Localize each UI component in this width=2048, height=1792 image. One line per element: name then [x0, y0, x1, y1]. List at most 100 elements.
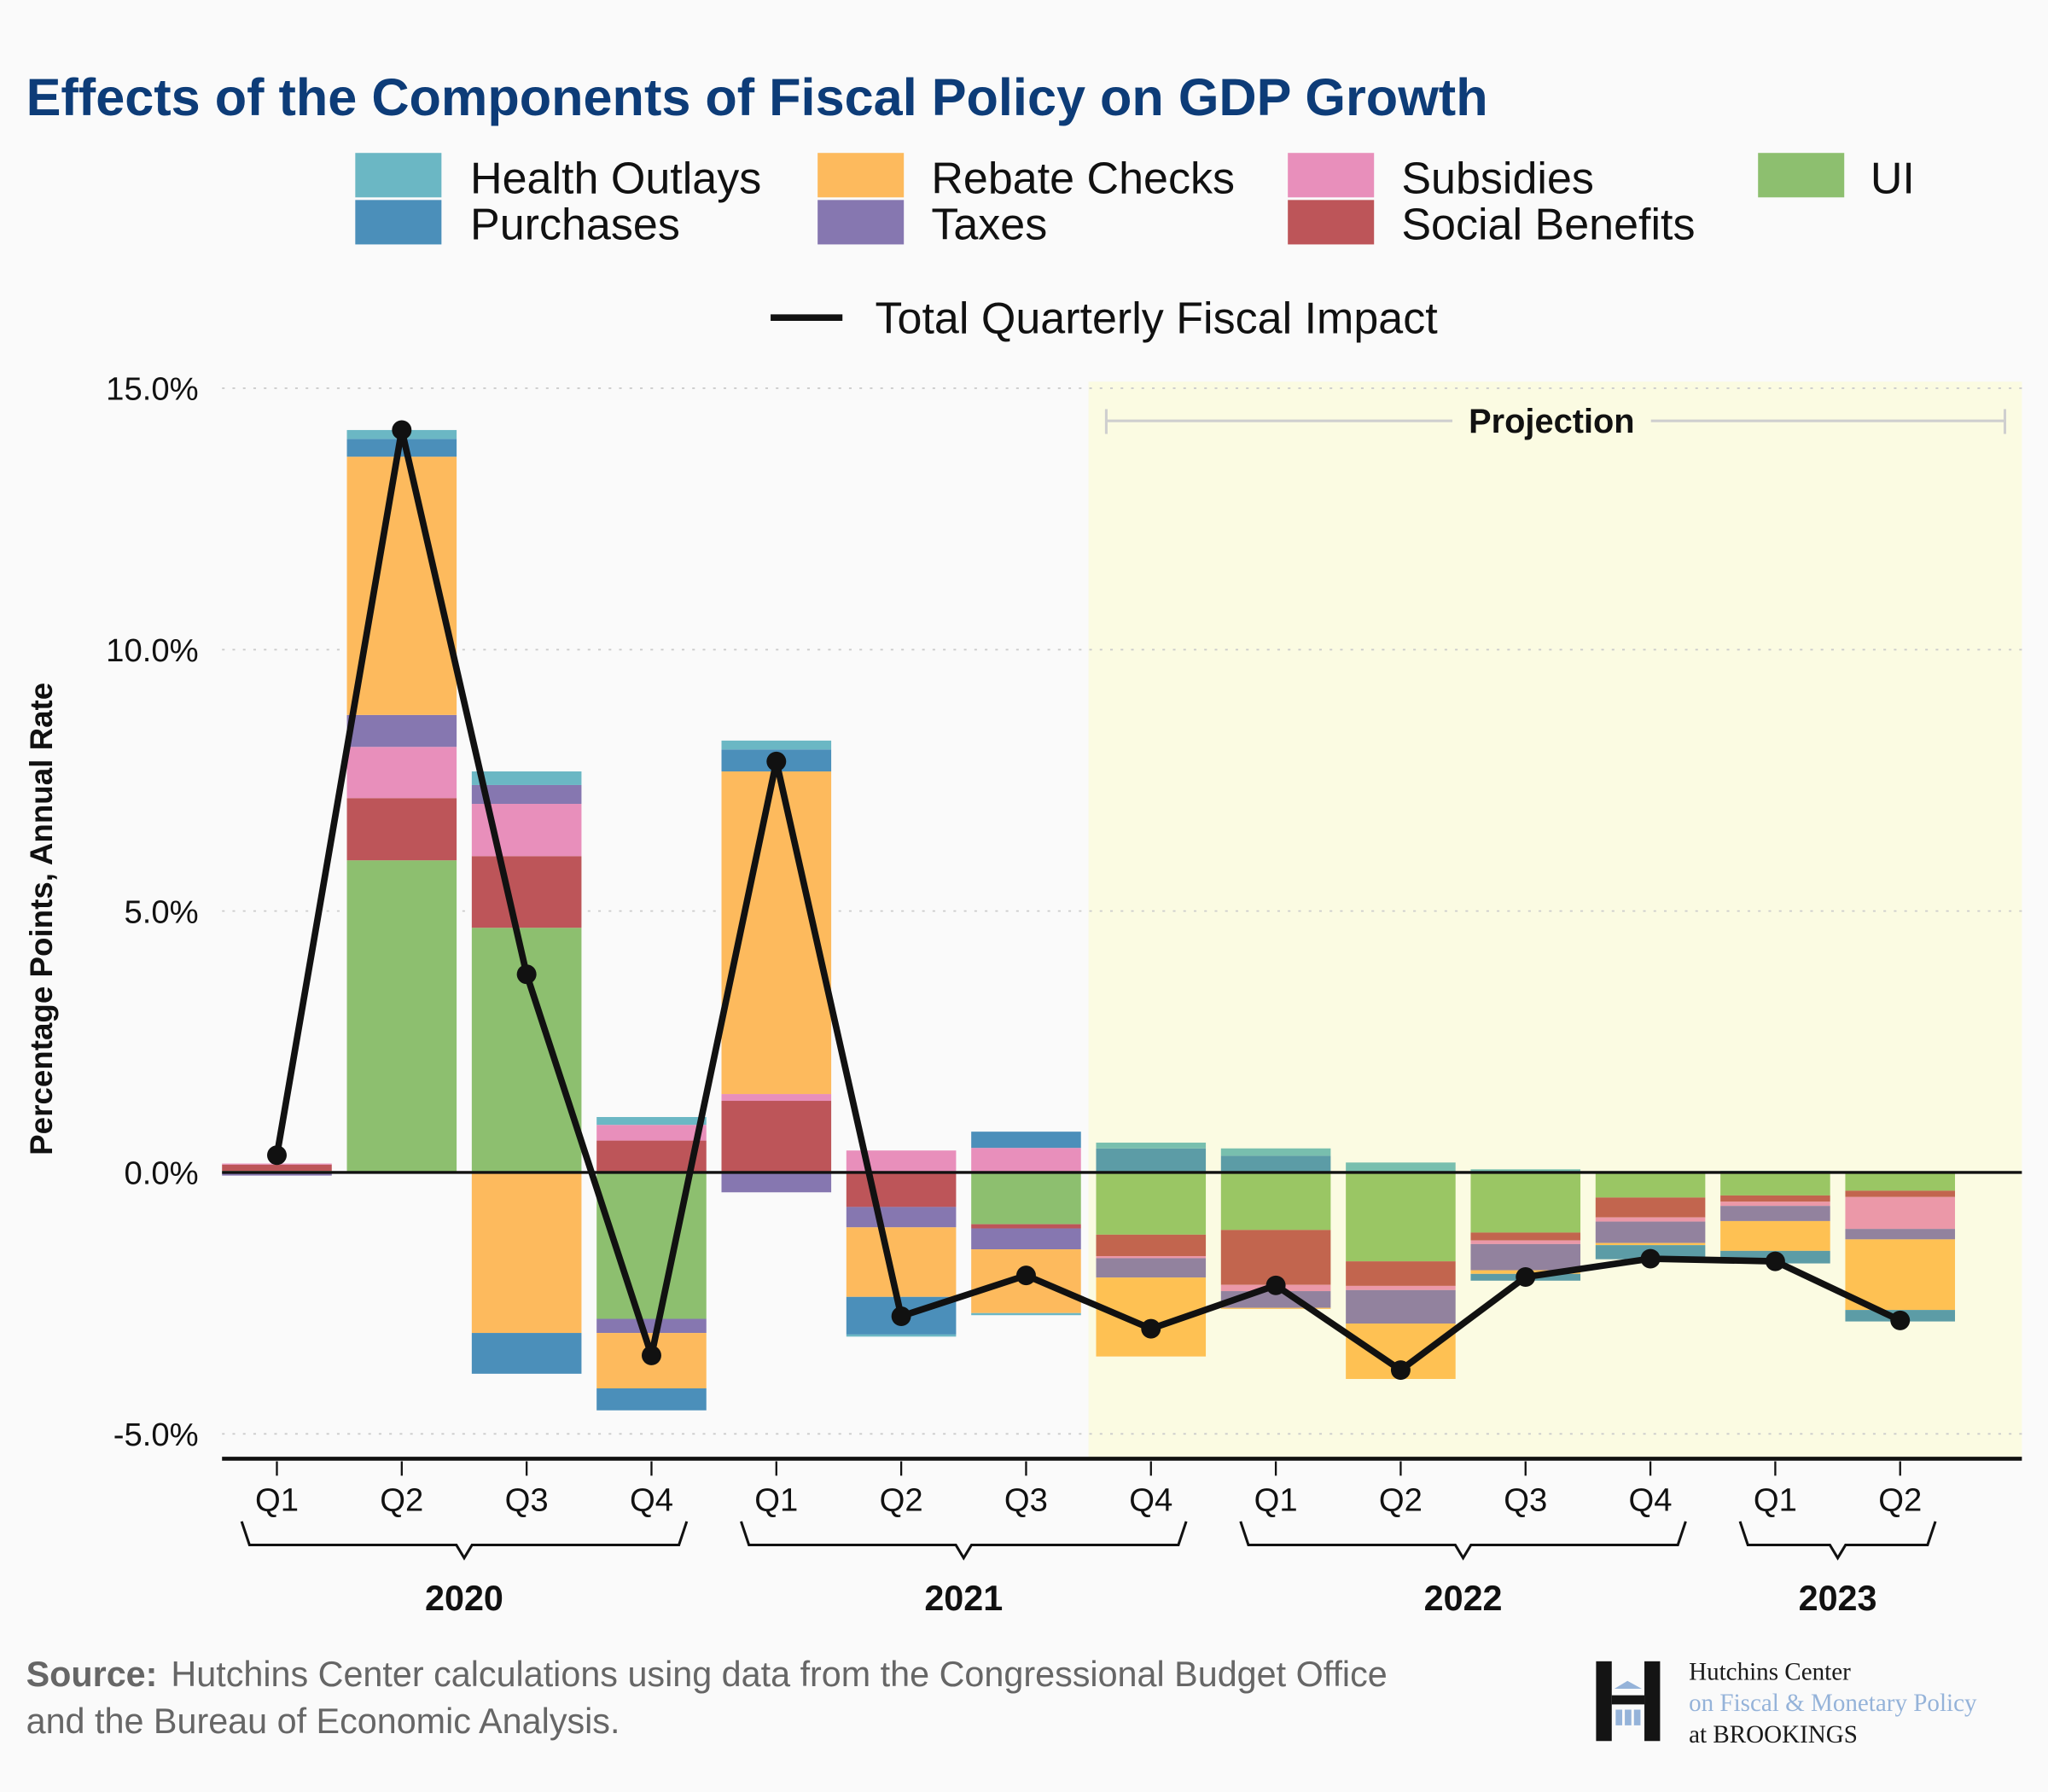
bar-segment-ui: [971, 1172, 1081, 1225]
bar-segment-taxes: [222, 1172, 332, 1176]
y-tick-label: 15.0%: [106, 371, 198, 408]
x-tick-label: Q3: [1004, 1482, 1048, 1519]
total-impact-point: [1265, 1275, 1286, 1295]
bar-segment-health-outlays: [596, 1117, 707, 1126]
logo-brookings: BROOKINGS: [1713, 1721, 1858, 1748]
source-label: Source:: [26, 1655, 158, 1694]
bar-segment-rebate-checks: [1220, 1307, 1331, 1309]
bar-segment-social-benefits: [721, 1101, 832, 1172]
source-line-2: and the Bureau of Economic Analysis.: [26, 1702, 620, 1741]
x-tick-label: Q3: [1504, 1482, 1547, 1519]
bar-segment-social-benefits: [1096, 1234, 1207, 1256]
x-tick-label: Q2: [1878, 1482, 1922, 1519]
bar-segment-taxes: [1595, 1221, 1706, 1243]
bar-stack: [971, 1132, 1081, 1316]
bar-segment-subsidies: [1096, 1255, 1207, 1259]
bar-segment-ui: [1470, 1172, 1581, 1233]
bar-segment-taxes: [846, 1207, 957, 1228]
bar-segment-health-outlays: [1096, 1143, 1207, 1149]
x-tick-label: Q1: [1754, 1482, 1797, 1519]
legend-swatch-health-outlays: [355, 153, 442, 198]
y-axis-label: Percentage Points, Annual Rate: [24, 683, 59, 1155]
bar-segment-rebate-checks: [1720, 1220, 1830, 1251]
bar-segment-taxes: [1346, 1289, 1456, 1324]
bar-segment-social-benefits: [1470, 1232, 1581, 1241]
total-impact-point: [1640, 1248, 1661, 1269]
bar-segment-subsidies: [1720, 1201, 1830, 1207]
bar-segment-taxes: [1720, 1206, 1830, 1221]
bar-stack: [1845, 1172, 1956, 1322]
logo-line-2: on Fiscal & Monetary Policy: [1689, 1690, 1977, 1717]
bar-segment-taxes: [971, 1228, 1081, 1250]
legend-swatch-subsidies: [1288, 153, 1375, 198]
legend-swatch-purchases: [355, 200, 442, 245]
source-note: Source: Hutchins Center calculations usi…: [26, 1655, 1388, 1694]
bar-segment-subsidies: [1470, 1240, 1581, 1244]
logo-line-3: at BROOKINGS: [1689, 1721, 1858, 1748]
bar-segment-ui: [346, 860, 457, 1172]
bar-segment-rebate-checks: [1845, 1239, 1956, 1311]
legend-label-ui: UI: [1871, 154, 1915, 204]
bar-segment-purchases: [1096, 1148, 1207, 1172]
x-tick-label: Q4: [1629, 1482, 1673, 1519]
source-line-1: Hutchins Center calculations using data …: [171, 1655, 1387, 1694]
bar-stack: [846, 1150, 957, 1337]
year-label: 2020: [425, 1579, 503, 1618]
bar-segment-taxes: [1470, 1243, 1581, 1271]
total-impact-polyline: [273, 427, 1902, 1374]
logo-at: at: [1689, 1721, 1713, 1748]
x-axis: Q1 Q2 Q3 Q4 Q1 Q2 Q3 Q4 Q1 Q2 Q3 Q4 Q1 Q2 2020 2021 2022…: [222, 1457, 2022, 1618]
legend-swatch-ui: [1758, 153, 1845, 198]
total-impact-point: [766, 751, 787, 771]
x-tick-label: Q3: [505, 1482, 549, 1519]
chart-title: Effects of the Components of Fiscal Poli…: [26, 68, 1488, 126]
projection-bracket: Projection: [1104, 403, 2007, 440]
total-impact-point: [891, 1306, 911, 1326]
bar-segment-social-benefits: [846, 1172, 957, 1207]
total-impact-point: [1015, 1265, 1036, 1286]
total-impact-point: [1141, 1318, 1161, 1339]
x-tick-label: Q2: [1379, 1482, 1423, 1519]
bar-segment-subsidies: [346, 747, 457, 799]
legend-label-purchases: Purchases: [470, 200, 680, 249]
bar-segment-social-benefits: [1346, 1261, 1456, 1286]
bar-stack: [1346, 1162, 1456, 1379]
bar-segment-ui: [1096, 1172, 1207, 1235]
legend-swatch-rebate-checks: [817, 153, 905, 198]
bar-segment-subsidies: [1595, 1217, 1706, 1222]
bar-stack: [346, 429, 457, 1172]
year-label: 2022: [1424, 1579, 1503, 1618]
bar-segment-purchases: [471, 1333, 582, 1374]
bar-segment-health-outlays: [471, 771, 582, 785]
bar-segment-social-benefits: [971, 1224, 1081, 1229]
bar-segment-social-benefits: [1845, 1190, 1956, 1197]
x-tick-label: Q4: [1129, 1482, 1172, 1519]
total-impact-point: [641, 1345, 661, 1365]
hutchins-logo: Hutchins Center on Fiscal & Monetary Pol…: [1596, 1658, 1977, 1748]
legend-label-social-benefits: Social Benefits: [1401, 200, 1695, 249]
bar-segment-social-benefits: [471, 856, 582, 928]
bar-segment-social-benefits: [346, 798, 457, 861]
y-tick-label: -5.0%: [113, 1417, 199, 1453]
bar-stack: [1720, 1171, 1830, 1264]
bar-segment-purchases: [596, 1388, 707, 1411]
bar-stack: [471, 771, 582, 1374]
year-brace: [240, 1521, 689, 1561]
bar-segment-ui: [1720, 1172, 1830, 1196]
bar-segment-social-benefits: [1720, 1195, 1830, 1202]
bar-segment-social-benefits: [222, 1164, 332, 1172]
bar-segment-social-benefits: [1595, 1197, 1706, 1218]
total-impact-point: [392, 420, 412, 440]
bar-segment-purchases: [971, 1132, 1081, 1149]
x-tick-label: Q1: [754, 1482, 798, 1519]
legend-label-subsidies: Subsidies: [1401, 154, 1594, 204]
total-impact-point: [516, 964, 537, 985]
bar-segment-rebate-checks: [1595, 1242, 1706, 1246]
bar-stack: [721, 740, 832, 1193]
year-label: 2023: [1799, 1579, 1877, 1618]
bar-segment-taxes: [721, 1172, 832, 1193]
year-brace: [1239, 1521, 1687, 1561]
total-impact-line: [267, 420, 1911, 1381]
bar-segment-subsidies: [971, 1148, 1081, 1172]
